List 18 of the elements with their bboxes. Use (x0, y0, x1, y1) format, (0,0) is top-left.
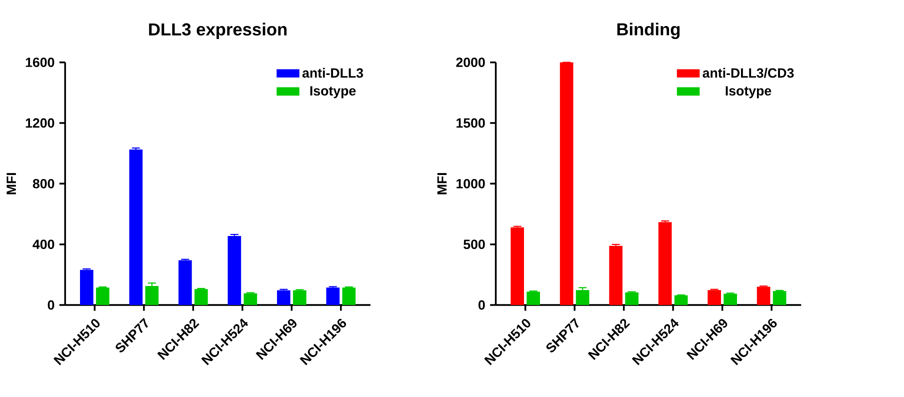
y-tick-label: 1000 (456, 178, 485, 188)
legend-label: Isotype (726, 86, 772, 98)
y-tick-label: 2000 (456, 58, 485, 68)
legend-label: anti-DLL3/CD3 (702, 68, 794, 78)
chart-title: DLL3 expression (149, 22, 287, 39)
y-tick-label: 0 (478, 300, 485, 310)
legend-label: Isotype (310, 86, 356, 98)
y-tick-label: 400 (32, 240, 54, 250)
y-axis-title: MFI (437, 173, 447, 194)
y-tick-label: 500 (464, 240, 485, 250)
legend-label: anti-DLL3 (302, 68, 364, 78)
y-tick-label: 1200 (26, 118, 54, 128)
y-axis-title: MFI (6, 173, 16, 194)
y-tick-label: 0 (48, 300, 54, 310)
y-tick-label: 1600 (26, 58, 54, 68)
y-tick-label: 1500 (456, 118, 485, 128)
y-tick-label: 800 (32, 178, 54, 188)
chart-title: Binding (617, 22, 680, 39)
